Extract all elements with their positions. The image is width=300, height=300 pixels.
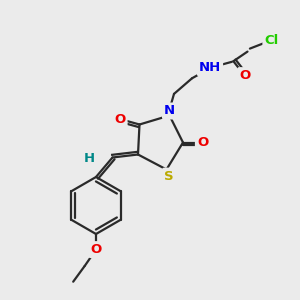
Text: O: O xyxy=(90,243,102,256)
Text: N: N xyxy=(164,104,175,118)
Text: H: H xyxy=(84,152,95,165)
Text: S: S xyxy=(164,169,174,183)
Text: NH: NH xyxy=(199,61,221,74)
Text: Cl: Cl xyxy=(264,34,279,47)
Text: O: O xyxy=(239,69,250,82)
Text: O: O xyxy=(114,112,126,126)
Text: O: O xyxy=(197,136,208,149)
